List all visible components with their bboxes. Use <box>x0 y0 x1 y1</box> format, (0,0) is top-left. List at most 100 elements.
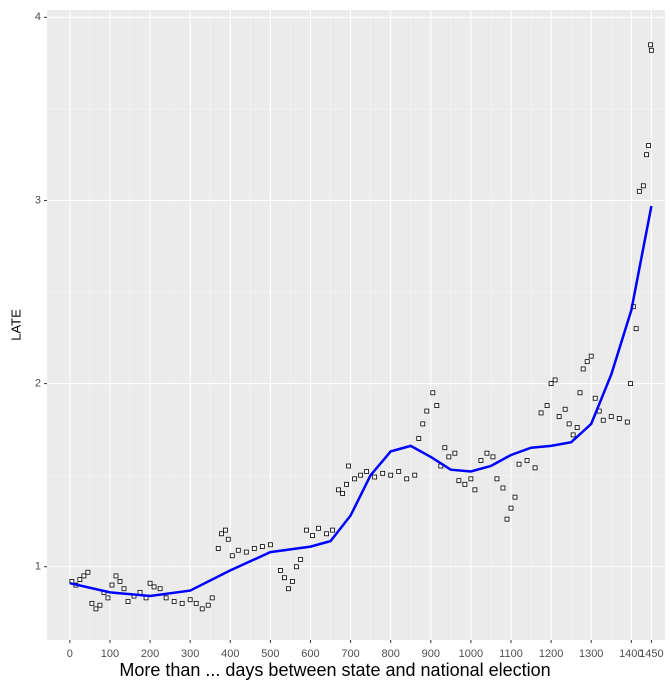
point <box>648 42 653 48</box>
point <box>446 454 452 460</box>
x-tick-label: 600 <box>301 648 319 660</box>
point <box>412 472 418 478</box>
point <box>304 527 309 533</box>
point <box>316 525 321 531</box>
point <box>484 450 490 456</box>
point <box>538 410 544 416</box>
point <box>588 353 594 359</box>
point <box>193 600 199 606</box>
point <box>282 575 287 581</box>
point <box>267 542 273 548</box>
point <box>290 578 295 584</box>
point <box>109 582 115 588</box>
y-tick-label: 1 <box>35 561 41 573</box>
point <box>380 470 386 476</box>
point <box>512 494 518 500</box>
point <box>298 557 303 562</box>
point <box>171 599 177 604</box>
point <box>532 465 538 471</box>
x-tick-label: 700 <box>341 648 359 660</box>
point <box>77 577 83 582</box>
point <box>235 547 241 553</box>
point <box>608 414 614 419</box>
x-tick-label: 500 <box>261 648 279 660</box>
x-tick-label: 800 <box>382 648 400 660</box>
point <box>592 395 598 401</box>
point <box>616 416 622 421</box>
point <box>147 580 153 586</box>
point <box>404 476 410 482</box>
x-axis-title: More than ... days between state and nat… <box>119 660 550 680</box>
point <box>544 403 550 408</box>
point <box>372 474 378 480</box>
point <box>310 533 315 539</box>
x-tick-label: 300 <box>181 648 199 660</box>
point <box>452 450 458 456</box>
point <box>434 403 440 408</box>
point <box>442 445 448 451</box>
x-tick-label: 0 <box>67 648 73 660</box>
point <box>494 476 500 482</box>
x-tick-label: 1450 <box>639 648 663 660</box>
x-tick-label: 900 <box>422 648 440 660</box>
point <box>113 573 119 579</box>
point <box>468 476 474 482</box>
point <box>570 432 576 438</box>
point <box>562 406 568 412</box>
point <box>600 417 606 423</box>
point <box>478 458 484 463</box>
point <box>504 516 510 522</box>
point <box>81 573 87 579</box>
point <box>151 584 157 590</box>
point <box>219 531 224 537</box>
point <box>209 595 215 601</box>
point <box>223 527 228 533</box>
point <box>336 487 341 493</box>
point <box>500 485 506 491</box>
x-tick-label: 1200 <box>539 648 563 660</box>
point <box>420 421 426 427</box>
x-tick-label: 1100 <box>499 648 523 660</box>
point <box>524 458 530 463</box>
point <box>259 544 265 549</box>
point <box>508 505 514 511</box>
point <box>640 183 646 189</box>
point <box>574 425 580 430</box>
point <box>646 143 651 148</box>
point <box>424 408 430 414</box>
point <box>344 481 349 487</box>
point <box>125 599 131 604</box>
y-tick-label: 2 <box>35 378 41 390</box>
x-tick-label: 1300 <box>579 648 603 660</box>
x-tick-label: 1000 <box>459 648 483 660</box>
panel <box>47 10 665 640</box>
point <box>516 461 522 467</box>
point <box>105 595 111 601</box>
point <box>577 390 583 396</box>
point <box>456 478 462 484</box>
x-tick-label: 200 <box>141 648 159 660</box>
point <box>199 606 205 612</box>
point <box>580 366 586 372</box>
point <box>552 377 558 383</box>
point <box>187 597 193 603</box>
point <box>117 578 123 584</box>
point <box>85 569 91 575</box>
point <box>490 454 496 460</box>
point <box>346 463 351 469</box>
point <box>157 586 163 592</box>
point <box>121 586 127 592</box>
point <box>294 564 299 570</box>
smooth-line <box>69 205 653 598</box>
point <box>330 527 335 533</box>
point <box>229 553 235 559</box>
point <box>89 600 95 606</box>
point <box>633 326 639 332</box>
point <box>396 469 402 474</box>
point <box>179 600 185 606</box>
point <box>93 606 99 612</box>
point <box>584 359 590 365</box>
y-tick-label: 4 <box>35 11 41 23</box>
point <box>472 487 478 493</box>
